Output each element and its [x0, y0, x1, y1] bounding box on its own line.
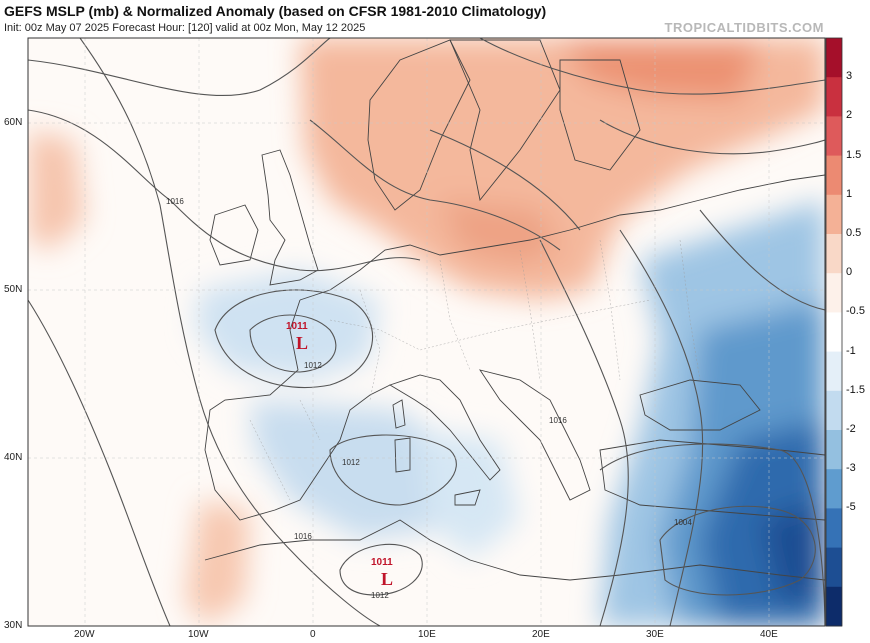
- lon-label: 10W: [188, 629, 209, 640]
- lat-label: 50N: [4, 284, 23, 295]
- colorbar-swatch: [826, 547, 842, 588]
- isobar-label-group: 1016 1012 1012 1016 1012 1016 1004: [166, 197, 692, 600]
- colorbar-tick-label: -1: [846, 344, 856, 357]
- lat-label: 40N: [4, 452, 23, 463]
- colorbar-swatch: [826, 155, 842, 196]
- watermark: TROPICALTIDBITS.COM: [664, 20, 824, 35]
- isobar-label: 1012: [342, 458, 360, 467]
- colorbar-tick-label: -0.5: [846, 305, 865, 318]
- colorbar-swatch: [826, 38, 842, 78]
- borders: [249, 239, 701, 501]
- colorbar-swatch: [826, 116, 842, 157]
- isobar-label: 1016: [549, 416, 567, 425]
- map-title: GEFS MSLP (mb) & Normalized Anomaly (bas…: [4, 3, 547, 19]
- isobar-label: 1012: [304, 361, 322, 370]
- colorbar-tick-label: 1.5: [846, 148, 862, 161]
- map-subtitle: Init: 00z May 07 2025 Forecast Hour: [12…: [4, 22, 366, 34]
- colorbar-swatch: [826, 77, 842, 117]
- colorbar-swatch: [826, 430, 842, 470]
- colorbar-swatch: [826, 390, 842, 431]
- graticule: [28, 38, 825, 626]
- isobars: [28, 38, 825, 626]
- colorbar-swatch: [826, 469, 842, 509]
- colorbar-swatch: [826, 273, 842, 313]
- low-pressure-markers: 1011 L 1011 L: [286, 321, 393, 589]
- low-letter: L: [296, 333, 308, 353]
- lon-label: 30E: [646, 629, 664, 640]
- isobar-label: 1016: [294, 532, 312, 541]
- colorbar-tick-label: -3: [846, 462, 856, 475]
- colorbar-tick-label: -5: [846, 501, 856, 514]
- colorbar-swatch: [826, 508, 842, 549]
- lon-label: 0: [310, 629, 316, 640]
- colorbar-swatch: [826, 586, 842, 627]
- colorbar-swatch: [826, 194, 842, 235]
- low-value: 1011: [286, 321, 308, 332]
- isobar-label: 1004: [674, 518, 692, 527]
- colorbar-tick-label: 0.5: [846, 227, 862, 239]
- colorbar-tick-label: -2: [846, 423, 856, 435]
- lat-label: 60N: [4, 117, 23, 128]
- lon-label: 40E: [760, 629, 778, 640]
- colorbar: [825, 37, 843, 627]
- lon-label: 10E: [418, 629, 436, 640]
- low-value: 1011: [371, 557, 393, 568]
- colorbar-swatch: [826, 351, 842, 392]
- colorbar-frame: [825, 37, 843, 627]
- colorbar-tick-label: 1: [846, 187, 853, 200]
- colorbar-tick-label: 0: [846, 266, 853, 279]
- map-area: [28, 38, 825, 626]
- lon-label: 20E: [532, 629, 550, 640]
- lat-label: 30N: [4, 620, 23, 631]
- colorbar-tick-label: 3: [846, 70, 853, 83]
- lon-label: 20W: [74, 629, 95, 640]
- positive-anomaly-shading: [28, 38, 825, 626]
- colorbar-tick-label: -1.5: [846, 383, 865, 396]
- isobar-label: 1016: [166, 197, 184, 206]
- colorbar-tick-label: 2: [846, 109, 853, 122]
- isobar-label: 1012: [371, 591, 389, 600]
- map-frame: [27, 37, 826, 627]
- colorbar-swatch: [826, 234, 842, 274]
- colorbar-swatch: [826, 312, 842, 353]
- coastlines: [204, 39, 825, 581]
- low-letter: L: [381, 569, 393, 589]
